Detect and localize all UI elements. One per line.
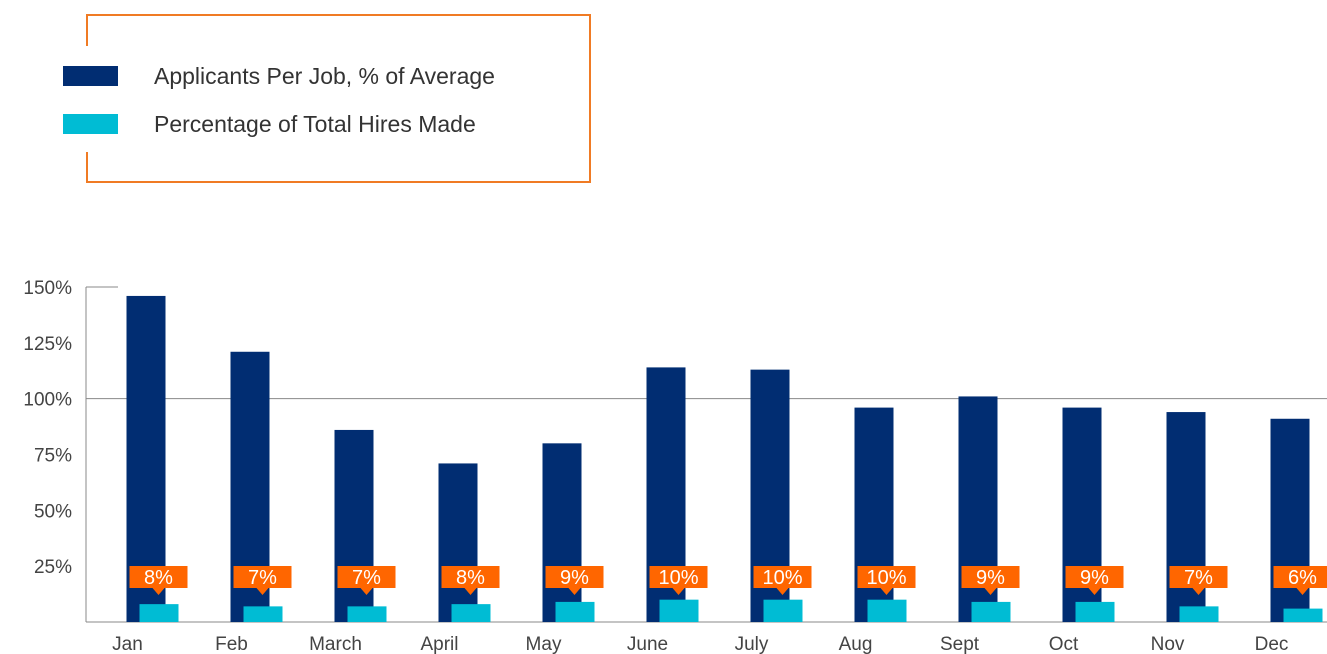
data-label: 7% <box>352 567 381 589</box>
data-label-box <box>1273 566 1327 588</box>
y-tick-label: 125% <box>23 334 72 355</box>
data-label: 6% <box>1288 567 1317 589</box>
x-tick-label: April <box>420 634 458 654</box>
y-tick-label: 150% <box>23 278 72 299</box>
bar-hires <box>659 599 699 622</box>
legend-frame <box>86 14 591 183</box>
y-tick-label: 50% <box>34 501 72 522</box>
x-tick-label: Nov <box>1151 634 1185 654</box>
x-tick-label: Sept <box>940 634 980 654</box>
data-label: 9% <box>976 567 1005 589</box>
data-label: 10% <box>658 567 698 589</box>
data-label: 9% <box>560 567 589 589</box>
bar-hires <box>243 606 283 622</box>
data-label-box <box>753 566 812 588</box>
data-label: 7% <box>248 567 277 589</box>
y-tick-label: 75% <box>34 446 72 467</box>
data-label-box <box>233 566 292 588</box>
data-label-pointer <box>360 588 373 595</box>
legend: Applicants Per Job, % of Average Percenta… <box>63 14 591 183</box>
data-label: 9% <box>1080 567 1109 589</box>
bar-hires <box>867 599 907 622</box>
legend-label: Applicants Per Job, % of Average <box>154 63 495 89</box>
data-label-box <box>337 566 396 588</box>
data-label-pointer <box>568 588 581 595</box>
data-label: 10% <box>866 567 906 589</box>
data-label-box <box>441 566 500 588</box>
x-tick-label: Aug <box>839 634 873 654</box>
data-label-pointer <box>672 588 685 595</box>
data-label-pointer <box>464 588 477 595</box>
bar-applicants <box>438 463 478 622</box>
y-tick-label: 25% <box>34 557 72 578</box>
x-tick-label: May <box>526 634 562 654</box>
data-label-pointer <box>1296 588 1309 595</box>
data-label: 10% <box>762 567 802 589</box>
bar-hires <box>139 604 179 622</box>
x-tick-label: March <box>309 634 362 654</box>
data-label-box <box>1065 566 1124 588</box>
bar-hires <box>451 604 491 622</box>
x-tick-label: Jan <box>112 634 143 654</box>
x-tick-label: Feb <box>215 634 248 654</box>
data-label-box <box>649 566 708 588</box>
x-tick-label: July <box>735 634 769 654</box>
bar-applicants <box>542 443 582 622</box>
x-tick-label: Oct <box>1049 634 1079 654</box>
legend-label: Percentage of Total Hires Made <box>154 111 476 137</box>
y-tick-label: 100% <box>23 390 72 411</box>
bar-hires <box>763 599 803 622</box>
data-label-box <box>545 566 604 588</box>
data-label-pointer <box>256 588 269 595</box>
data-label-pointer <box>152 588 165 595</box>
bar-hires <box>1179 606 1219 622</box>
legend-swatch <box>63 114 118 134</box>
data-label-box <box>129 566 188 588</box>
data-label: 7% <box>1184 567 1213 589</box>
data-label-pointer <box>1192 588 1205 595</box>
legend-swatch <box>63 66 118 86</box>
data-label-box <box>961 566 1020 588</box>
plot-area: 25% 50% 75% 100% 125% 150% 8% Jan 7% Feb 7% March 8%… <box>23 278 1327 654</box>
data-label: 8% <box>144 567 173 589</box>
bar-hires <box>555 601 595 622</box>
x-tick-label: Dec <box>1255 634 1289 654</box>
data-label-pointer <box>984 588 997 595</box>
bar-hires <box>1283 608 1323 622</box>
x-tick-label: June <box>627 634 668 654</box>
data-label-pointer <box>776 588 789 595</box>
data-label-box <box>1169 566 1228 588</box>
data-label-pointer <box>1088 588 1101 595</box>
data-label: 8% <box>456 567 485 589</box>
bar-hires <box>347 606 387 622</box>
bar-hires <box>1075 601 1115 622</box>
data-label-box <box>857 566 916 588</box>
data-label-pointer <box>880 588 893 595</box>
bar-hires <box>971 601 1011 622</box>
